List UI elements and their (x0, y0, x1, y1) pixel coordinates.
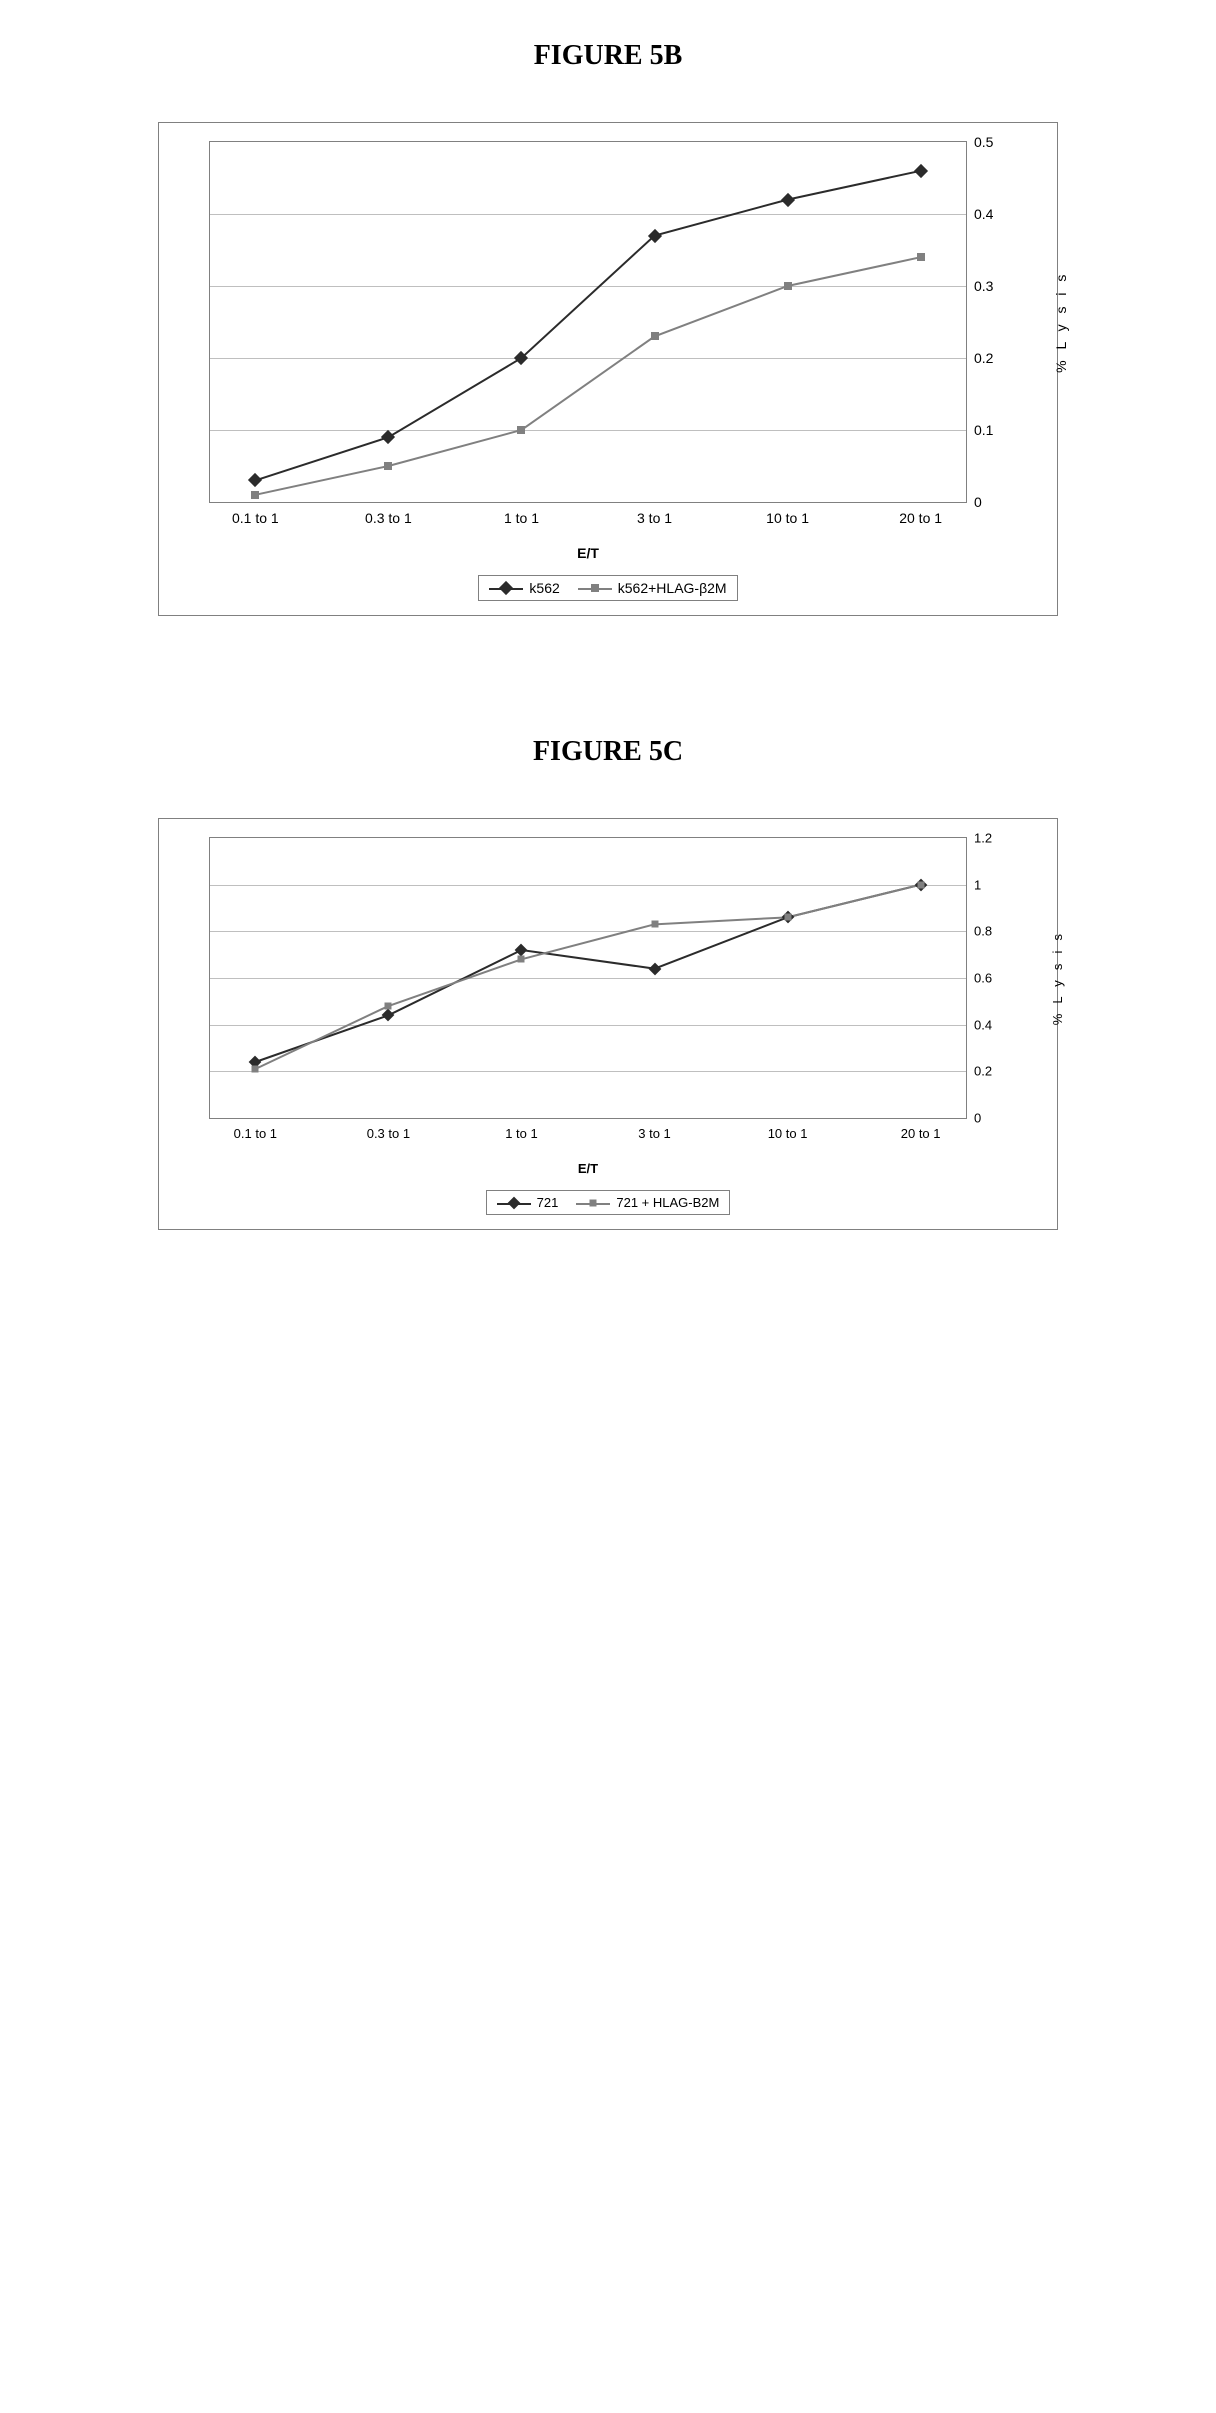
series-lines-svg (210, 838, 966, 1118)
figure-block: FIGURE 5C 00.20.40.60.811.2% L y s i s0.1… (158, 736, 1058, 1230)
y-tick-label: 0.5 (974, 134, 993, 150)
square-marker (517, 426, 525, 434)
page-root: FIGURE 5B00.10.20.30.40.5% L y s i s0.1 … (20, 40, 1196, 1230)
diamond-marker (499, 581, 513, 595)
x-tick-label: 20 to 1 (901, 1126, 941, 1141)
legend-swatch (578, 582, 612, 594)
square-marker (917, 881, 924, 888)
plot-wrap: 00.10.20.30.40.5% L y s i s0.1 to 10.3 t… (179, 141, 1037, 503)
y-axis-title: % L y s i s (1053, 271, 1069, 373)
legend-item: k562+HLAG-β2M (578, 580, 727, 596)
series-line (255, 171, 920, 481)
plot-area: 00.10.20.30.40.5% L y s i s0.1 to 10.3 t… (209, 141, 967, 503)
x-tick-label: 0.1 to 1 (232, 510, 279, 526)
y-tick-label: 0.4 (974, 206, 993, 222)
legend-swatch (489, 582, 523, 594)
x-tick-label: 0.3 to 1 (365, 510, 412, 526)
x-axis-title: E/T (209, 1161, 967, 1176)
square-marker (784, 282, 792, 290)
y-tick-label: 0.2 (974, 350, 993, 366)
figure-title: FIGURE 5C (158, 736, 1058, 768)
figure-block: FIGURE 5B 00.10.20.30.40.5% L y s i s0.1 … (158, 40, 1058, 616)
legend-label: k562+HLAG-β2M (618, 580, 727, 596)
y-tick-label: 1.2 (974, 831, 992, 846)
x-tick-label: 20 to 1 (899, 510, 942, 526)
legend-item: 721 (497, 1195, 559, 1210)
x-tick-label: 1 to 1 (504, 510, 539, 526)
y-tick-label: 0.4 (974, 1017, 992, 1032)
y-tick-label: 0 (974, 494, 982, 510)
square-marker (651, 921, 658, 928)
legend: 721 721 + HLAG-B2M (486, 1190, 731, 1215)
x-tick-label: 3 to 1 (638, 1126, 671, 1141)
y-tick-label: 0.2 (974, 1064, 992, 1079)
square-marker (251, 491, 259, 499)
legend: k562 k562+HLAG-β2M (478, 575, 737, 601)
y-tick-label: 1 (974, 877, 981, 892)
diamond-marker (507, 1196, 520, 1209)
legend-swatch (576, 1197, 610, 1209)
chart-outer-border: 00.20.40.60.811.2% L y s i s0.1 to 10.3 … (158, 818, 1058, 1230)
series-lines-svg (210, 142, 966, 502)
x-tick-label: 10 to 1 (768, 1126, 808, 1141)
square-marker (591, 584, 599, 592)
y-tick-label: 0.1 (974, 422, 993, 438)
plot-area: 00.20.40.60.811.2% L y s i s0.1 to 10.3 … (209, 837, 967, 1119)
series-line (255, 257, 920, 495)
series-line (255, 885, 920, 1062)
y-tick-label: 0 (974, 1111, 981, 1126)
square-marker (384, 462, 392, 470)
legend-label: 721 (537, 1195, 559, 1210)
plot-wrap: 00.20.40.60.811.2% L y s i s0.1 to 10.3 … (179, 837, 1037, 1119)
chart-outer-border: 00.10.20.30.40.5% L y s i s0.1 to 10.3 t… (158, 122, 1058, 616)
x-tick-label: 0.1 to 1 (234, 1126, 277, 1141)
legend-item: 721 + HLAG-B2M (576, 1195, 719, 1210)
legend-label: 721 + HLAG-B2M (616, 1195, 719, 1210)
x-tick-label: 10 to 1 (766, 510, 809, 526)
y-axis-title: % L y s i s (1050, 931, 1065, 1026)
legend-swatch (497, 1197, 531, 1209)
square-marker (917, 253, 925, 261)
legend-item: k562 (489, 580, 559, 596)
x-tick-label: 0.3 to 1 (367, 1126, 410, 1141)
square-marker (252, 1066, 259, 1073)
x-tick-label: 3 to 1 (637, 510, 672, 526)
x-axis-title: E/T (209, 545, 967, 561)
y-tick-label: 0.8 (974, 924, 992, 939)
square-marker (784, 914, 791, 921)
square-marker (518, 956, 525, 963)
square-marker (651, 332, 659, 340)
figure-title: FIGURE 5B (158, 40, 1058, 72)
series-line (255, 885, 920, 1069)
y-tick-label: 0.3 (974, 278, 993, 294)
legend-label: k562 (529, 580, 559, 596)
square-marker (385, 1003, 392, 1010)
y-tick-label: 0.6 (974, 971, 992, 986)
x-tick-label: 1 to 1 (505, 1126, 538, 1141)
square-marker (590, 1199, 597, 1206)
